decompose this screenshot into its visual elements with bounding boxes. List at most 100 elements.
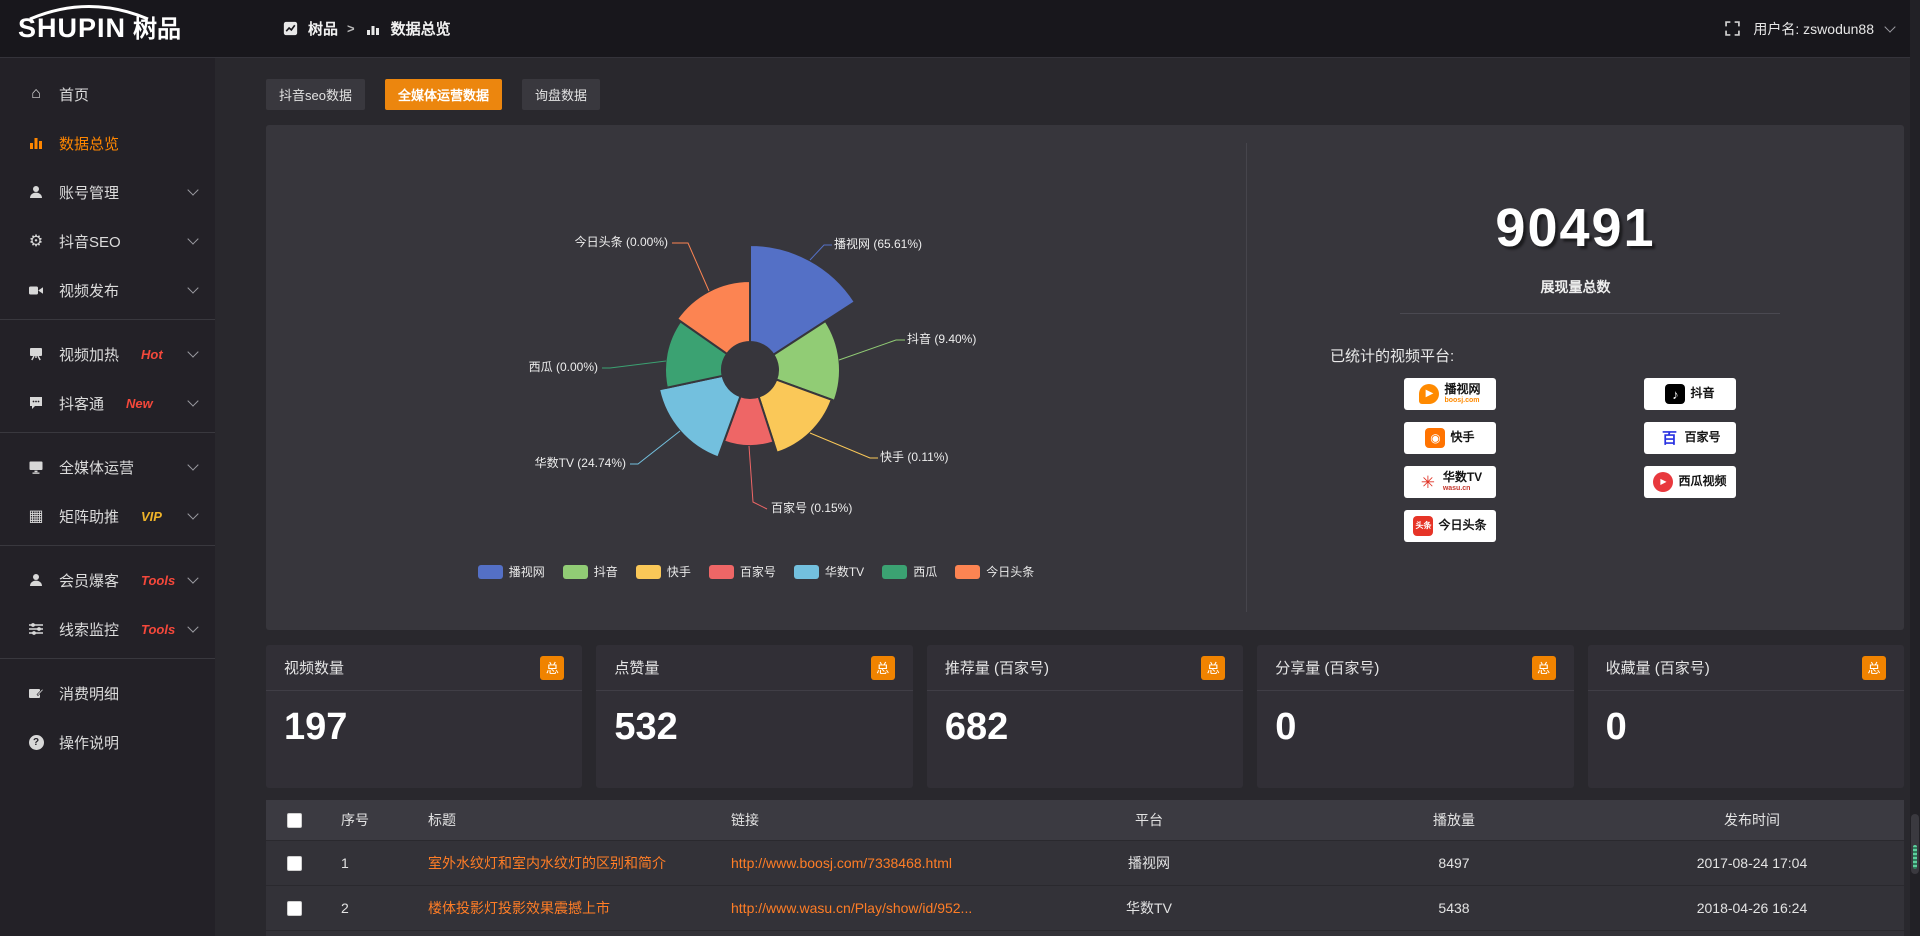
- overview-panel: 播视网 (65.61%) 抖音 (9.40%) 快手 (0.11%) 百家号 (0.1…: [266, 125, 1904, 630]
- breadcrumb-item-home[interactable]: 树品: [308, 21, 339, 38]
- video-title-link[interactable]: 室外水纹灯和室内水纹灯的区别和简介: [428, 855, 666, 871]
- stat-value: 532: [614, 706, 678, 748]
- sidebar-item-home[interactable]: ⌂ 首页: [0, 72, 215, 116]
- platform-badge-kuaishou: ◉ 快手: [1404, 422, 1496, 454]
- legend-item[interactable]: 百家号: [708, 563, 776, 580]
- gear-icon: ⚙: [28, 233, 44, 250]
- stat-card-recommendations: 推荐量 (百家号) 总 682: [926, 645, 1244, 788]
- row-checkbox[interactable]: [286, 855, 302, 871]
- legend-item[interactable]: 快手: [635, 563, 691, 580]
- impressions-total-value: 90491: [1495, 198, 1656, 258]
- tab-omni-media-data[interactable]: 全媒体运营数据: [384, 79, 502, 110]
- stat-card-video-count: 视频数量 总 197: [266, 645, 583, 788]
- panel-vertical-divider: [1246, 143, 1247, 612]
- sidebar-item-lead-monitoring[interactable]: 线索监控 Tools: [0, 607, 215, 651]
- video-url-link[interactable]: http://www.wasu.cn/Play/show/id/952...: [731, 900, 973, 916]
- tab-inquiry-data[interactable]: 询盘数据: [521, 79, 600, 110]
- chevron-down-icon[interactable]: [1884, 20, 1896, 33]
- fullscreen-icon[interactable]: [1723, 20, 1741, 38]
- sidebar-item-douyin-seo[interactable]: ⚙ 抖音SEO: [0, 219, 215, 263]
- pie-sector[interactable]: [749, 243, 857, 357]
- plays-cell: 5438: [1438, 900, 1470, 916]
- sidebar-item-matrix-boost[interactable]: ▦ 矩阵助推 VIP: [0, 494, 215, 538]
- chart-legend: 播视网 抖音 快手 百家号 华数TV 西瓜 今日头条: [266, 563, 1246, 580]
- scrollbar-thumb[interactable]: [1911, 814, 1919, 874]
- sidebar-item-instructions[interactable]: ? 操作说明: [0, 720, 215, 764]
- main-content: 抖音seo数据 全媒体运营数据 询盘数据 播视网 (65.61%) 抖音 (9.4…: [215, 58, 1920, 936]
- tab-douyin-seo-data[interactable]: 抖音seo数据: [266, 79, 365, 110]
- breadcrumb-item-current[interactable]: 数据总览: [390, 21, 451, 38]
- chevron-down-icon: [187, 184, 199, 196]
- video-title-link[interactable]: 楼体投影灯投影效果震撼上市: [428, 900, 610, 916]
- chevron-down-icon: [187, 282, 199, 294]
- video-url-link[interactable]: http://www.boosj.com/7338468.html: [731, 855, 953, 871]
- sidebar-item-member-baoke[interactable]: 会员爆客 Tools: [0, 558, 215, 602]
- platforms-title: 已统计的视频平台:: [1330, 348, 1455, 365]
- legend-swatch: [477, 564, 503, 579]
- total-badge: 总: [1201, 655, 1226, 680]
- legend-item[interactable]: 华数TV: [793, 563, 864, 580]
- xigua-icon: ▶: [1653, 472, 1674, 492]
- row-number: 2: [341, 900, 349, 916]
- boosj-icon: ▶: [1419, 384, 1440, 404]
- select-all-checkbox[interactable]: [286, 812, 302, 828]
- platform-cell: 播视网: [1128, 855, 1170, 871]
- hot-tag: Hot: [141, 346, 163, 362]
- chevron-down-icon: [187, 395, 199, 407]
- pie-sector[interactable]: [657, 374, 742, 459]
- totals-region: 90491 展现量总数 已统计的视频平台: ▶ 播视网 boosj.com ◉ …: [1247, 125, 1904, 630]
- platform-badge-douyin: ♪ 抖音: [1644, 378, 1736, 410]
- legend-item[interactable]: 今日头条: [955, 563, 1034, 580]
- sidebar-divider: [0, 432, 215, 433]
- platform-badge-baijiahao: 百 百家号: [1644, 422, 1736, 454]
- chart-frame-icon: [281, 20, 299, 38]
- table-row[interactable]: 2 楼体投影灯投影效果震撼上市 http://www.wasu.cn/Play/…: [266, 885, 1904, 930]
- platform-badge-toutiao: 头条 今日头条: [1404, 510, 1496, 542]
- sidebar-item-spending-details[interactable]: 消费明细: [0, 671, 215, 715]
- breadcrumb-separator: >: [347, 21, 355, 36]
- pie-label: 华数TV (24.74%): [535, 455, 626, 470]
- platforms-grid: ▶ 播视网 boosj.com ◉ 快手 ✳ 华数TV: [1404, 378, 1736, 542]
- legend-item[interactable]: 抖音: [562, 563, 618, 580]
- sidebar-item-omni-media[interactable]: 全媒体运营: [0, 445, 215, 489]
- pie-label-line: [630, 430, 681, 465]
- legend-label: 百家号: [739, 565, 776, 579]
- sliders-icon: [27, 620, 45, 638]
- chevron-down-icon: [187, 233, 199, 245]
- pie-sector[interactable]: [757, 378, 834, 455]
- tools-tag: Tools: [141, 572, 176, 588]
- legend-item[interactable]: 播视网: [477, 563, 545, 580]
- logo-text-en: SHUPIN: [18, 13, 127, 43]
- wasu-icon: ✳: [1420, 472, 1435, 492]
- pie-sector[interactable]: [675, 279, 751, 356]
- pie-label: 今日头条 (0.00%): [575, 234, 668, 249]
- total-badge: 总: [1862, 655, 1887, 680]
- legend-swatch: [955, 564, 981, 579]
- legend-label: 播视网: [508, 565, 545, 579]
- legend-swatch: [793, 564, 819, 579]
- logo: SHUPIN 树品: [0, 5, 215, 43]
- table-row-partial[interactable]: [266, 930, 1904, 936]
- sidebar-item-account-management[interactable]: 账号管理: [0, 170, 215, 214]
- user-icon: [27, 571, 45, 589]
- pie-label-line: [748, 445, 768, 510]
- sidebar: ⌂ 首页 数据总览 账号管理 ⚙ 抖音SEO 视频发布: [0, 58, 215, 936]
- grid-icon: ▦: [28, 508, 44, 525]
- row-checkbox[interactable]: [286, 900, 302, 916]
- platform-badge-wasu: ✳ 华数TV wasu.cn: [1404, 466, 1496, 498]
- sidebar-item-video-publish[interactable]: 视频发布: [0, 268, 215, 312]
- username-label[interactable]: 用户名: zswodun88: [1753, 20, 1874, 37]
- pie-sector[interactable]: [772, 319, 841, 403]
- table-row[interactable]: 1 室外水纹灯和室内水纹灯的区别和简介 http://www.boosj.com…: [266, 840, 1904, 885]
- sidebar-item-douketong[interactable]: 抖客通 New: [0, 381, 215, 425]
- page-scrollbar: [1910, 0, 1920, 936]
- legend-item[interactable]: 西瓜: [882, 563, 937, 580]
- chevron-down-icon: [187, 508, 199, 520]
- kuaishou-icon: ◉: [1425, 428, 1446, 448]
- sidebar-item-video-heating[interactable]: 视频加热 Hot: [0, 332, 215, 376]
- stat-value: 197: [284, 706, 348, 748]
- plays-cell: 8497: [1438, 855, 1470, 871]
- toutiao-icon: 头条: [1413, 516, 1434, 536]
- sidebar-item-data-overview[interactable]: 数据总览: [0, 121, 215, 165]
